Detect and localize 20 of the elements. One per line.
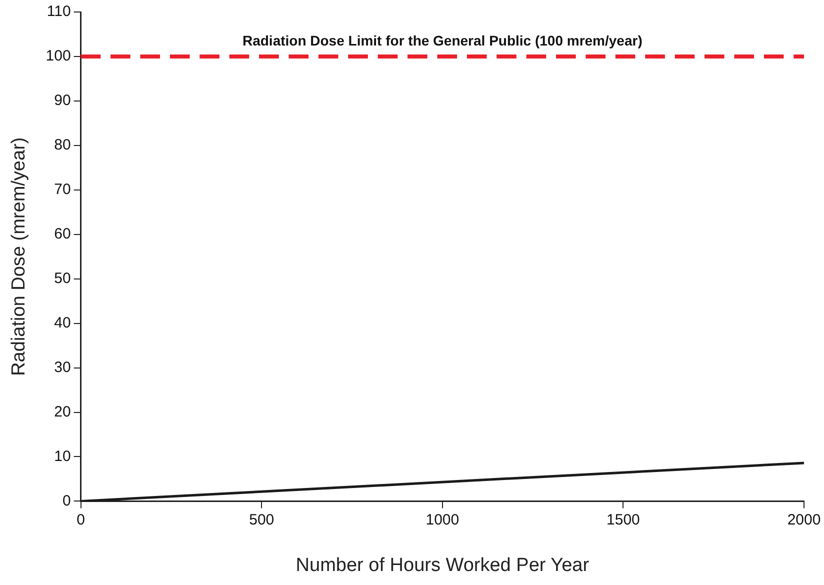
y-tick-label: 70 [54, 181, 71, 198]
y-tick-label: 50 [54, 270, 71, 287]
y-tick-label: 80 [54, 136, 71, 154]
x-tick-label: 1500 [606, 511, 640, 528]
ref-line-label: Radiation Dose Limit for the General Public (100 mrem/year) [242, 32, 642, 48]
y-tick-label: 20 [54, 403, 71, 420]
y-tick-label: 110 [46, 3, 71, 20]
x-tick-label: 2000 [787, 511, 821, 528]
y-tick-label: 40 [54, 314, 71, 332]
y-tick-label: 30 [54, 358, 71, 376]
y-tick-label: 60 [54, 226, 71, 243]
y-tick-label: 0 [62, 492, 71, 510]
x-axis-title: Number of Hours Worked Per Year [296, 554, 590, 576]
y-tick-label: 90 [54, 92, 71, 110]
y-tick-label: 100 [46, 48, 71, 65]
x-tick-label: 1000 [426, 511, 460, 528]
y-tick-label: 10 [54, 448, 71, 465]
x-tick-label: 0 [76, 511, 85, 528]
x-tick-label: 500 [249, 511, 274, 528]
y-axis-title: Radiation Dose (mrem/year) [8, 137, 30, 376]
